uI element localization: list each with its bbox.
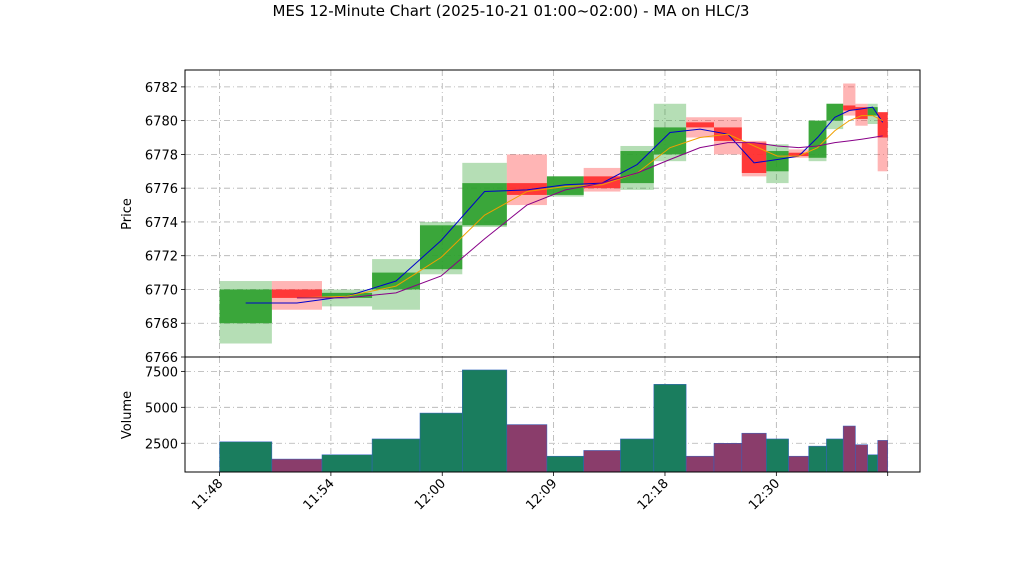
x-tick-label: 12:09 (523, 476, 560, 513)
candle-body (808, 120, 827, 158)
y-tick-label: 2500 (145, 437, 178, 452)
y-tick-label: 6774 (145, 216, 178, 231)
volume-bar (371, 438, 421, 473)
candle-body (867, 107, 878, 116)
axes-frame (184, 356, 921, 473)
y-tick-label: 6776 (145, 182, 178, 197)
y-tick-label: 6782 (145, 81, 178, 96)
candle-wick (506, 154, 547, 206)
volume-bar (271, 458, 323, 473)
ma-line (296, 135, 883, 299)
y-tick-label: 6770 (145, 283, 178, 298)
y-tick-label: 6780 (145, 115, 178, 130)
candle-wick (686, 117, 714, 138)
candle-wick (877, 112, 888, 172)
candle-body (271, 289, 322, 298)
y-axis-label: Price (120, 198, 135, 230)
candle-body (766, 151, 789, 172)
y-tick-label: 6766 (145, 351, 178, 366)
volume-bar (506, 424, 548, 473)
x-tick-label: 12:18 (635, 476, 672, 513)
volume-bar (546, 455, 584, 473)
x-tick-label: 12:30 (746, 476, 783, 513)
candle-body (321, 292, 373, 298)
volume-bar (713, 443, 743, 473)
x-tick-label: 11:54 (301, 476, 338, 513)
ma-line (296, 115, 883, 299)
volume-bar (877, 440, 888, 473)
volume-bar (826, 438, 844, 473)
volume-bar (321, 454, 373, 473)
volume-bar (766, 438, 789, 473)
volume-bar (741, 432, 767, 473)
candle-body (877, 112, 888, 138)
candle-body (546, 176, 584, 195)
volume-bar (583, 450, 621, 473)
x-tick-label: 11:48 (189, 476, 226, 513)
candle-body (583, 176, 621, 189)
ma-line (245, 106, 884, 304)
volume-bar (419, 412, 463, 473)
volume-bar (462, 369, 508, 473)
candle-body (506, 183, 547, 195)
candle-body (686, 122, 714, 128)
y-tick-label: 7500 (145, 365, 178, 380)
y-tick-label: 5000 (145, 401, 178, 416)
axes-frame (184, 69, 921, 358)
candle-body (219, 289, 272, 324)
y-tick-label: 6778 (145, 148, 178, 163)
volume-bar (808, 445, 827, 473)
y-tick-label: 6772 (145, 250, 178, 265)
candle-body (855, 107, 868, 119)
volume-bar (685, 455, 715, 473)
volume-bar (788, 455, 809, 473)
y-tick-label: 6768 (145, 317, 178, 332)
candle-body (653, 127, 687, 155)
volume-bar (219, 441, 273, 473)
chart-title: MES 12-Minute Chart (2025-10-21 01:00~02… (273, 2, 750, 20)
volume-bar (867, 454, 878, 473)
candle-body (826, 103, 844, 121)
x-tick-label: 12:00 (412, 476, 449, 513)
volume-bar (855, 444, 868, 473)
candle-body (843, 105, 856, 111)
volume-bar (653, 384, 687, 473)
candle-body (788, 152, 809, 157)
candle-body (462, 183, 507, 226)
volume-bar (620, 438, 655, 473)
y-axis-label: Volume (120, 391, 135, 439)
volume-bar (842, 425, 856, 473)
candle-body (741, 142, 767, 173)
candle-body (419, 225, 463, 270)
candle-body (620, 151, 654, 184)
